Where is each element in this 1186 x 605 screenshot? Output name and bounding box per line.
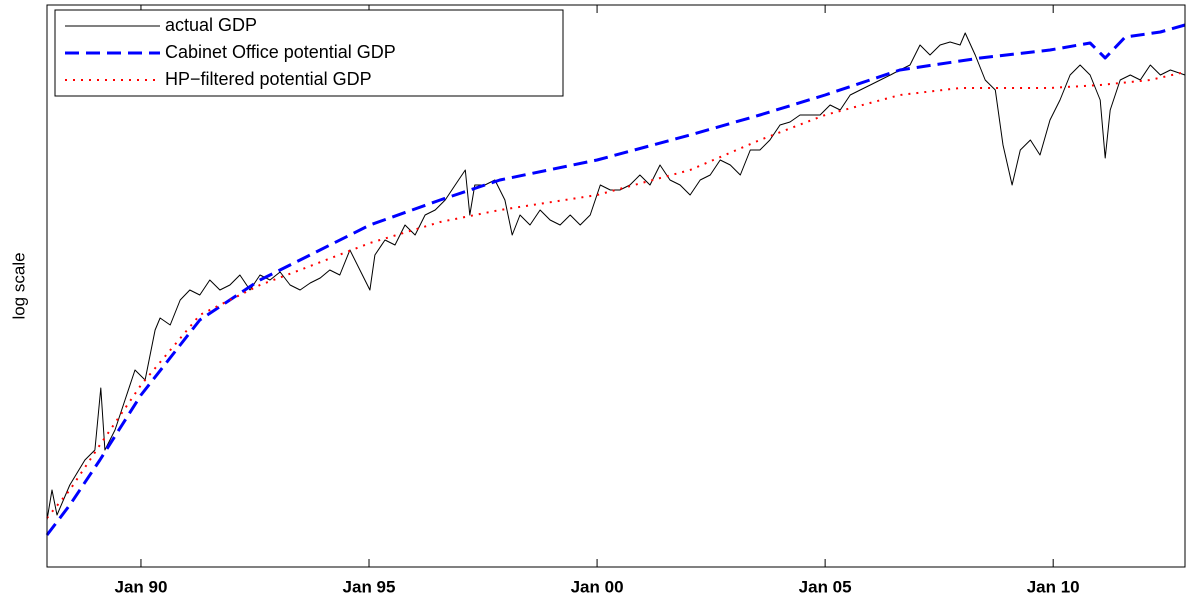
plot-frame [46,4,1186,568]
series-line [46,32,1186,521]
x-tick-label: Jan 00 [571,577,624,596]
series-line [45,23,1186,536]
y-axis-label: log scale [9,252,28,319]
x-tick-label: Jan 90 [114,577,167,596]
legend-label: actual GDP [165,15,257,35]
x-tick-label: Jan 10 [1027,577,1080,596]
series-line [46,71,1186,519]
x-tick-label: Jan 05 [799,577,852,596]
legend-label: HP−filtered potential GDP [165,69,372,89]
x-tick-label: Jan 95 [343,577,396,596]
legend-label: Cabinet Office potential GDP [165,42,396,62]
